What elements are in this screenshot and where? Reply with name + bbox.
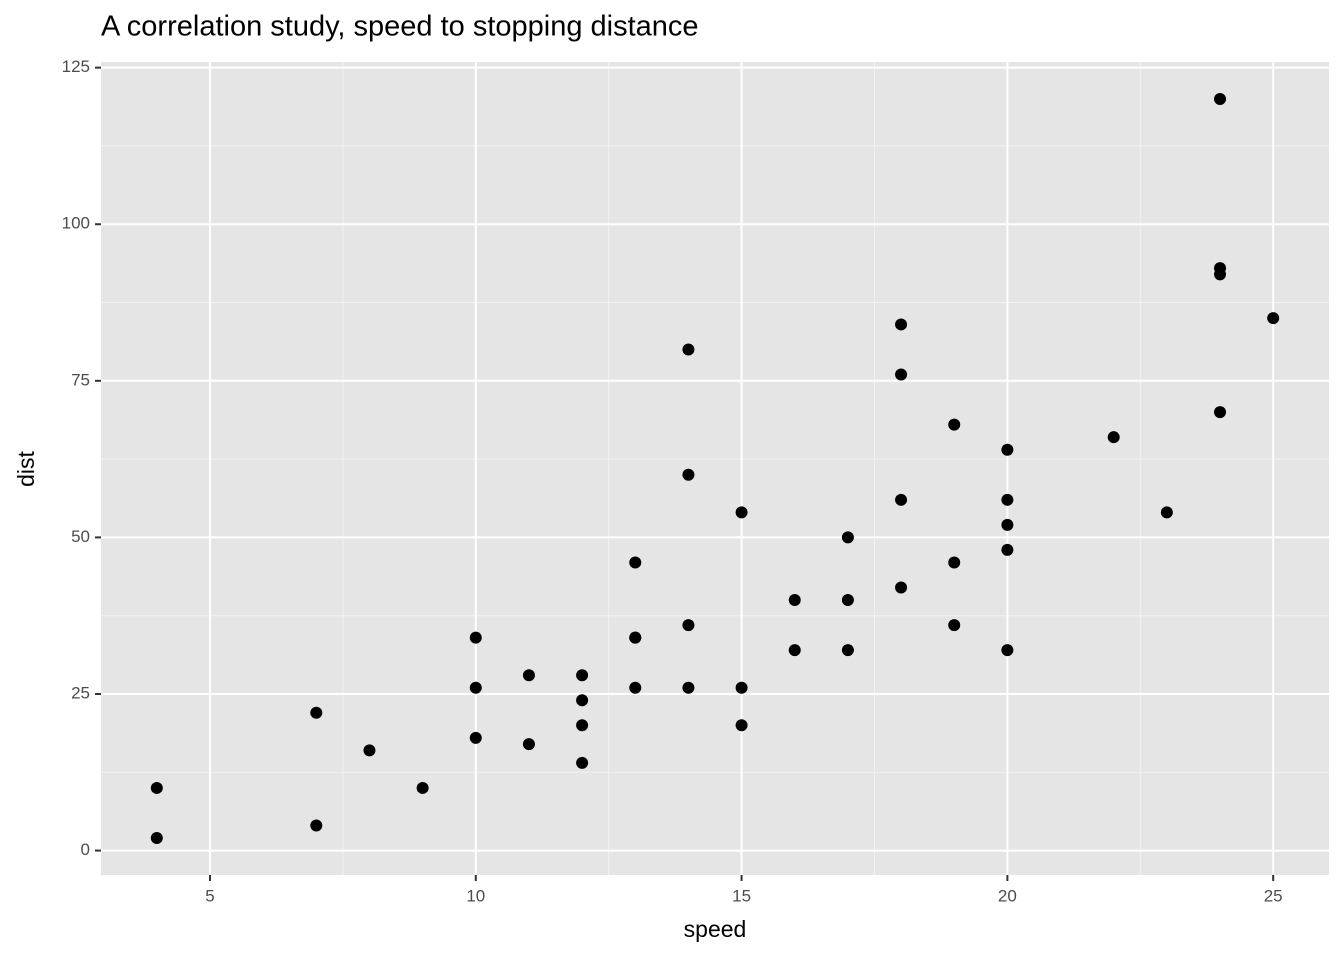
- x-tick-label: 10: [466, 886, 485, 905]
- point: [469, 731, 482, 744]
- x-tick-label: 25: [1264, 886, 1283, 905]
- point: [1214, 92, 1227, 105]
- y-tick-label: 0: [81, 840, 90, 859]
- point: [629, 631, 642, 644]
- point: [1267, 312, 1280, 325]
- y-tick-label: 125: [62, 57, 90, 76]
- point: [788, 594, 801, 607]
- point: [682, 343, 695, 356]
- point: [682, 619, 695, 632]
- point: [895, 493, 908, 506]
- point: [895, 318, 908, 331]
- y-tick-label: 25: [71, 683, 90, 702]
- x-tick-label: 20: [998, 886, 1017, 905]
- point: [841, 594, 854, 607]
- x-tick-label: 5: [205, 886, 214, 905]
- point: [363, 744, 376, 757]
- point: [416, 781, 429, 794]
- panel-background: [101, 62, 1329, 875]
- point: [1214, 406, 1227, 419]
- point: [735, 719, 748, 732]
- point: [1107, 431, 1120, 444]
- point: [1001, 543, 1014, 556]
- point: [788, 644, 801, 657]
- point: [469, 681, 482, 694]
- point: [1001, 518, 1014, 531]
- x-axis-title: speed: [684, 916, 747, 942]
- point: [1214, 262, 1227, 275]
- point: [629, 556, 642, 569]
- point: [841, 644, 854, 657]
- point: [522, 738, 535, 751]
- point: [469, 631, 482, 644]
- point: [150, 832, 163, 845]
- point: [1160, 506, 1173, 519]
- y-tick-label: 75: [71, 370, 90, 389]
- point: [522, 669, 535, 682]
- point: [576, 756, 589, 769]
- point: [948, 556, 961, 569]
- y-tick-label: 50: [71, 527, 90, 546]
- y-tick-label: 100: [62, 214, 90, 233]
- point: [1001, 644, 1014, 657]
- y-axis-title: dist: [13, 450, 39, 486]
- point: [682, 681, 695, 694]
- point: [576, 719, 589, 732]
- point: [1001, 443, 1014, 456]
- point: [629, 681, 642, 694]
- point: [735, 681, 748, 694]
- point: [895, 368, 908, 381]
- point: [310, 706, 323, 719]
- point: [1001, 493, 1014, 506]
- x-tick-label: 15: [732, 886, 751, 905]
- point: [576, 694, 589, 707]
- point: [895, 581, 908, 594]
- point: [948, 418, 961, 431]
- point: [576, 669, 589, 682]
- point: [682, 468, 695, 481]
- point: [310, 819, 323, 832]
- chart-title: A correlation study, speed to stopping d…: [101, 11, 699, 43]
- point: [841, 531, 854, 544]
- point: [735, 506, 748, 519]
- point: [150, 781, 163, 794]
- point: [948, 619, 961, 632]
